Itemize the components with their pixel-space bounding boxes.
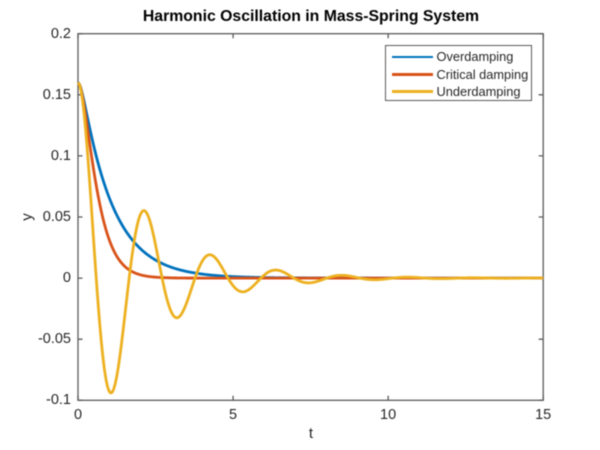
y-tick-label: -0.05 (37, 331, 71, 348)
x-tick-label: 10 (380, 407, 397, 424)
legend: Overdamping Critical damping Underdampin… (384, 44, 532, 101)
y-tick-label: 0 (62, 270, 71, 287)
legend-label-underdamping: Underdamping (436, 83, 521, 99)
legend-line-sample-overdamping (391, 55, 433, 59)
legend-item-underdamping: Underdamping (386, 83, 532, 100)
y-axis-label: y (18, 213, 36, 221)
x-tick-label: 15 (535, 407, 552, 424)
legend-label-overdamping: Overdamping (436, 49, 514, 65)
y-tick-label: 0.2 (50, 25, 71, 42)
x-tick-label: 0 (73, 407, 83, 424)
x-axis-label: t (308, 425, 314, 442)
y-tick-label: 0.1 (50, 147, 71, 164)
y-tick-label: 0.15 (42, 86, 71, 103)
y-tick-label: 0.05 (42, 209, 71, 225)
y-tick-label: -0.1 (46, 392, 71, 409)
legend-item-overdamping: Overdamping (386, 48, 532, 65)
curve-underdamping (76, 81, 544, 395)
tick-marks (77, 33, 544, 401)
legend-item-critical-damping: Critical damping (386, 66, 532, 83)
chart-title: Harmonic Oscillation in Mass-Spring Syst… (142, 7, 480, 25)
legend-line-sample-underdamping (391, 89, 433, 93)
legend-line-sample-critical-damping (391, 72, 433, 76)
x-tick-label: 5 (229, 407, 238, 424)
curve-critical-damping (76, 81, 544, 280)
legend-label-critical-damping: Critical damping (436, 66, 529, 82)
curve-overdamping (76, 81, 544, 280)
